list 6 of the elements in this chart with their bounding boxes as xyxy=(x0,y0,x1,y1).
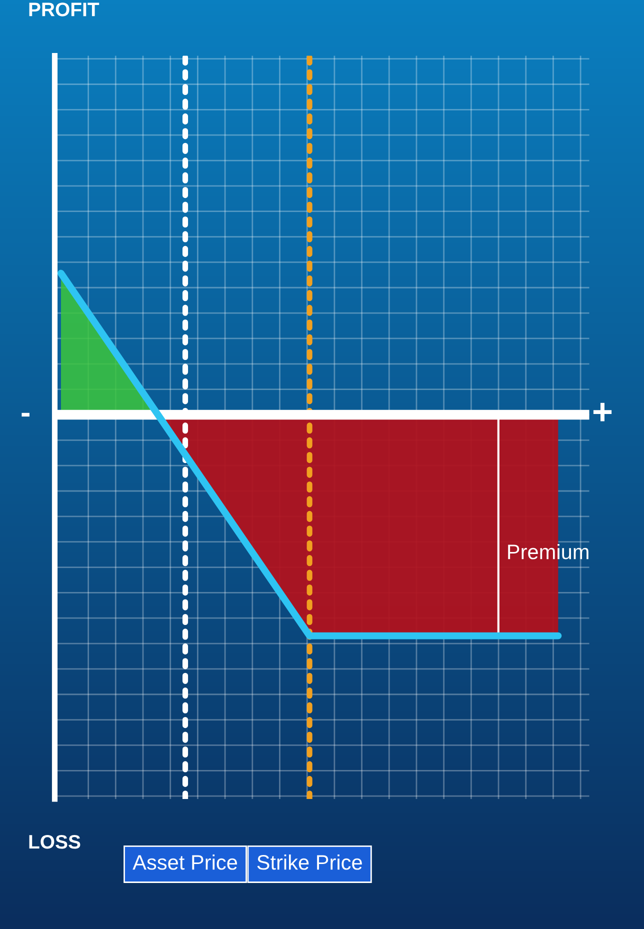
text: LOSS xyxy=(29,834,80,849)
text: - xyxy=(22,412,30,417)
text: + xyxy=(593,402,612,422)
text: PROFIT xyxy=(29,2,100,16)
x-tick-label: Asset Price xyxy=(132,854,238,870)
x-tick-label: Strike Price xyxy=(257,854,362,870)
